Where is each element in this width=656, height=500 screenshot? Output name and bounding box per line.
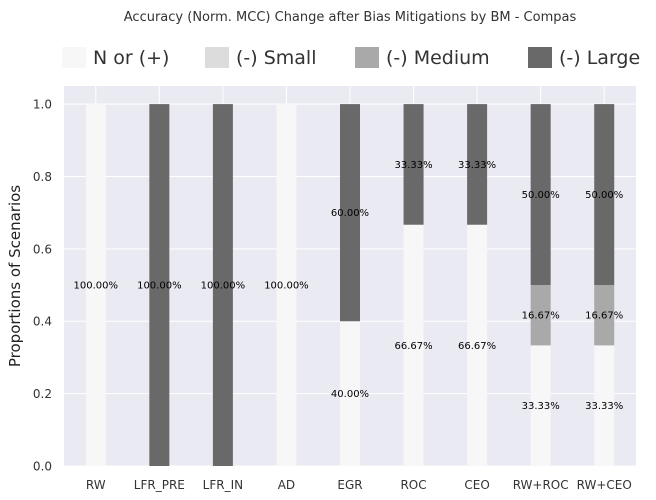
bar-segment [530,285,551,346]
data-label: 16.67% [585,311,623,322]
x-tick-label: ROC [400,478,426,492]
bar-segment [530,345,551,466]
bars [85,104,615,466]
y-tick-label: 0.2 [33,387,52,401]
y-tick-label: 0.4 [33,315,52,329]
y-tick-label: 1.0 [33,98,52,112]
data-label: 60.00% [331,208,369,219]
legend: N or (+) (-) Small (-) Medium (-) Large [62,47,640,69]
bar-segment [403,224,424,466]
x-axis: RW LFR_PRE LFR_IN AD EGR ROC CEO RW+ROC RW+CEO [86,478,632,492]
bar-segment [276,104,297,466]
bar-segment [340,321,360,466]
x-tick-label: CEO [464,478,489,492]
y-axis-label: Proportions of Scenarios [6,185,24,367]
chart-title: Accuracy (Norm. MCC) Change after Bias M… [124,10,577,25]
y-tick-label: 0.8 [33,170,52,184]
legend-label: (-) Small [236,47,317,69]
data-label: 33.33% [458,160,496,171]
data-label: 33.33% [394,160,432,171]
data-label: 100.00% [74,281,119,292]
legend-swatch [528,47,552,68]
legend-label: (-) Medium [386,47,490,69]
data-label: 100.00% [137,281,182,292]
bar-segment [594,345,615,466]
legend-label: N or (+) [93,47,169,69]
bar-segment [594,104,615,286]
data-labels: 100.00% 100.00% 100.00% 100.00% 40.00% 60.00%… [74,160,624,412]
bar-segment [340,104,360,322]
x-tick-label: RW+CEO [577,478,632,492]
data-label: 100.00% [201,281,246,292]
data-label: 66.67% [458,341,496,352]
x-tick-label: RW [86,478,106,492]
bar-segment [530,104,551,286]
bar-segment [212,104,233,466]
x-tick-label: LFR_IN [203,478,243,492]
y-tick-label: 0.6 [33,242,52,256]
data-label: 100.00% [264,281,309,292]
bar-segment [149,104,170,466]
data-label: 66.67% [394,341,432,352]
legend-label: (-) Large [559,47,640,69]
bar-segment [467,224,488,466]
bar-segment [467,104,488,225]
x-tick-label: RW+ROC [513,478,569,492]
bar-segment [85,104,106,466]
data-label: 40.00% [331,389,369,400]
bar-segment [594,285,615,346]
y-tick-label: 0.0 [33,460,52,474]
bar-segment [403,104,424,225]
y-axis: 0.0 0.2 0.4 0.6 0.8 1.0 [33,98,52,474]
data-label: 50.00% [522,190,560,201]
data-label: 50.00% [585,190,623,201]
x-tick-label: EGR [337,478,362,492]
legend-swatch [62,47,86,68]
data-label: 33.33% [522,401,560,412]
x-tick-label: LFR_PRE [134,478,185,492]
data-label: 16.67% [522,311,560,322]
x-tick-label: AD [278,478,295,492]
data-label: 33.33% [585,401,623,412]
legend-swatch [205,47,229,68]
legend-swatch [355,47,379,68]
